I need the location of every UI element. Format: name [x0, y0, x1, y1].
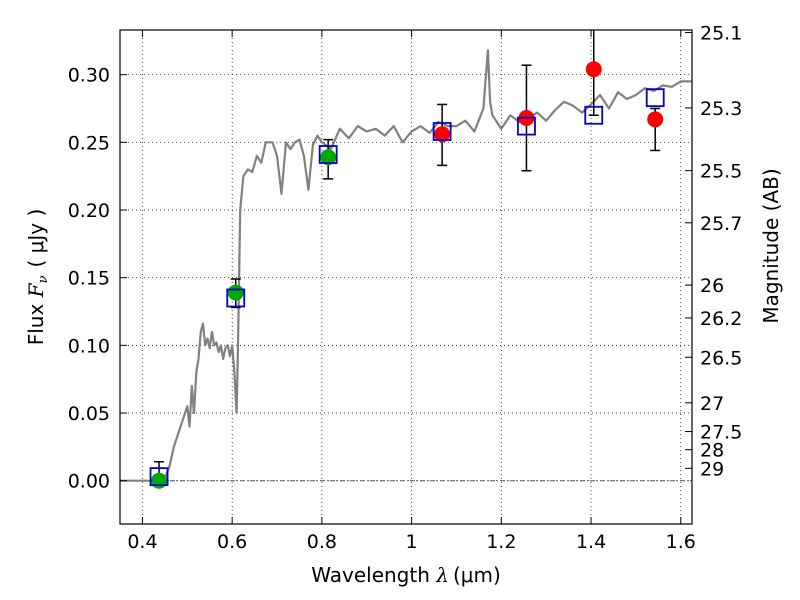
red-data-point [647, 111, 664, 128]
model-flux-square [584, 105, 604, 125]
y-tick-label: 0.30 [68, 65, 110, 87]
plot-content [120, 30, 692, 489]
y-tick-label: 0.05 [68, 403, 110, 425]
model-flux-square [226, 288, 246, 308]
x-axis-title: Wavelength λ (μm) [311, 563, 501, 587]
y-axis-title-symbol: F [24, 282, 48, 298]
x-tick-label: 1.2 [486, 531, 516, 553]
mag-tick-label: 25.3 [700, 98, 742, 120]
x-axis-title-symbol: λ [435, 563, 449, 587]
mag-tick-label: 25.1 [700, 23, 742, 45]
green-data-point [227, 284, 244, 301]
mag-tick-label: 27.5 [700, 422, 742, 444]
x-tick-label: 1.6 [666, 531, 696, 553]
green-data-point [320, 149, 337, 166]
mag-tick-label: 26.5 [700, 347, 742, 369]
x-tick-label: 0.8 [307, 531, 337, 553]
y-tick-label: 0.00 [68, 471, 110, 493]
model-flux-square [318, 145, 338, 164]
y-tick-label: 0.25 [68, 132, 110, 154]
mag-tick-label: 25.5 [700, 161, 742, 183]
mag-tick-label: 28 [700, 440, 724, 462]
y-axis-title-subscript: ν [36, 275, 51, 283]
red-data-point [585, 61, 602, 78]
y-axis-title-text: Flux [24, 297, 48, 345]
mag-tick-label: 26 [700, 275, 724, 297]
green-data-point [151, 472, 168, 489]
y-axis-title-unit: ( μJy ) [24, 209, 48, 268]
model-flux-square [149, 467, 169, 487]
mag-tick-label: 26.2 [700, 308, 742, 330]
x-tick-label: 0.6 [217, 531, 247, 553]
red-data-point [434, 126, 451, 143]
x-axis-title-unit: (μm) [453, 563, 501, 587]
x-tick-label: 0.4 [127, 531, 157, 553]
mag-tick-label: 25.7 [700, 213, 742, 235]
x-axis-title-text: Wavelength [311, 563, 436, 587]
plot-area [120, 30, 692, 489]
y-tick-label: 0.15 [68, 268, 110, 290]
model-flux-square [517, 116, 536, 136]
x-tick-label: 1.4 [576, 531, 606, 553]
plot-frame [119, 29, 693, 525]
ticks: 0.4 0.6 0.8 1 1.2 1.4 1.6 0.00 0.05 0.10 0.15 0.20 0… [68, 23, 743, 553]
mag-tick-label: 27 [700, 393, 724, 415]
x-tick-label: 1 [406, 531, 418, 553]
spectrum-line [120, 49, 692, 482]
y-tick-label: 0.10 [68, 335, 110, 357]
y2-axis-title: Magnitude (AB) [759, 168, 783, 323]
mag-tick-label: 29 [700, 458, 724, 480]
model-flux-square [645, 88, 665, 108]
model-flux-square [432, 122, 452, 141]
y-tick-label: 0.20 [68, 200, 110, 222]
y-axis-title: Flux Fν ( μJy ) [24, 209, 51, 346]
